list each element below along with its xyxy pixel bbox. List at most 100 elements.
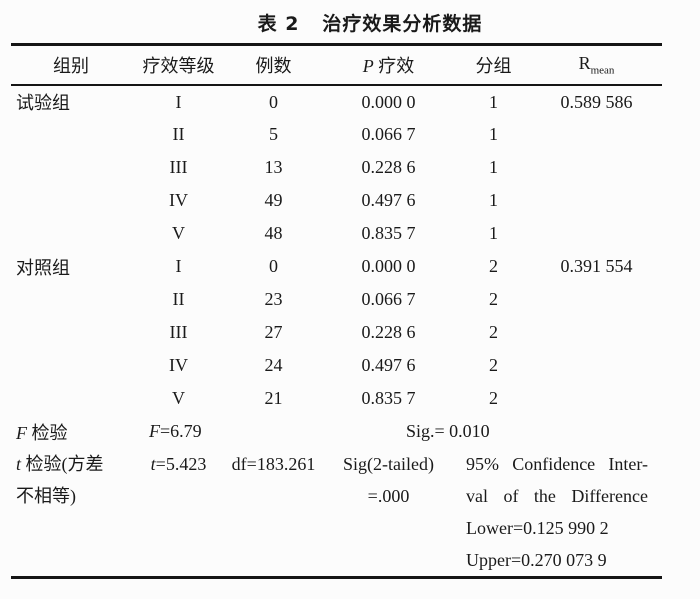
cell-rmean: 0.391 554 (560, 256, 633, 276)
cell-grade: V (172, 388, 185, 408)
cell-grade: IV (169, 355, 188, 375)
cell-p: 0.000 0 (361, 256, 416, 276)
stats-table-container: 组别 疗效等级 例数 P 疗效 分组 Rmean 试验组 I 0 0.000 0… (11, 43, 662, 579)
t-test-sig: Sig(2-tailed) =.000 (321, 448, 456, 576)
ci-lower-bound: Lower=0.125 990 2 (466, 518, 609, 538)
cell-grade: I (175, 91, 182, 112)
cell-group (11, 217, 131, 250)
cell-cases: 23 (264, 289, 283, 309)
cell-p: 0.835 7 (361, 388, 416, 408)
cell-grade: II (172, 124, 185, 144)
header-grouping: 分组 (456, 46, 531, 86)
table-row: III 13 0.228 6 1 (11, 151, 662, 184)
table-row: 试验组 I 0 0.000 0 1 0.589 586 (11, 85, 662, 118)
header-row: 组别 疗效等级 例数 P 疗效 分组 Rmean (11, 46, 662, 86)
table-row: V 21 0.835 7 2 (11, 382, 662, 415)
cell-grouping: 2 (489, 256, 498, 276)
cell-grouping: 1 (489, 91, 498, 112)
cell-p: 0.835 7 (361, 223, 416, 243)
cell-rmean (531, 316, 662, 349)
table-row: III 27 0.228 6 2 (11, 316, 662, 349)
f-stat-symbol: F (149, 421, 160, 441)
cell-p: 0.497 6 (361, 190, 416, 210)
t-test-label: t 检验(方差 不相等) (11, 448, 131, 576)
ci-text-line2: val of the Difference (466, 486, 648, 506)
f-label-text: 检验 (27, 422, 68, 443)
cell-p: 0.066 7 (361, 124, 416, 144)
header-r-base: R (578, 53, 591, 74)
cell-group (11, 283, 131, 316)
cell-grade: IV (169, 190, 188, 210)
t-label-text: 检验(方差 (21, 454, 104, 474)
cell-rmean (531, 151, 662, 184)
cell-p: 0.228 6 (361, 322, 416, 342)
table-row: 对照组 I 0 0.000 0 2 0.391 554 (11, 250, 662, 283)
t-symbol: t (16, 454, 22, 474)
table-row: IV 24 0.497 6 2 (11, 349, 662, 382)
cell-grade: II (172, 289, 185, 309)
cell-group (11, 382, 131, 415)
cell-group (11, 151, 131, 184)
f-symbol: F (16, 422, 27, 443)
cell-group: 试验组 (16, 93, 70, 113)
cell-group: 对照组 (16, 257, 70, 278)
cell-p: 0.066 7 (361, 289, 416, 309)
cell-cases: 0 (269, 256, 278, 276)
cell-grouping: 2 (489, 289, 498, 309)
cell-grouping: 1 (489, 190, 498, 210)
t-test-row: t 检验(方差 不相等) t=5.423 df=183.261 Sig(2-ta… (11, 448, 662, 576)
cell-grade: I (175, 256, 182, 276)
ci-text-line1: 95% Confidence Inter- (466, 454, 648, 474)
t-test-df: df=183.261 (231, 454, 316, 474)
t-sig-line1: Sig(2-tailed) (343, 454, 434, 474)
cell-rmean: 0.589 586 (560, 91, 633, 112)
f-test-statistic: F=6.79 (131, 415, 321, 448)
t-stat-value: =5.423 (155, 454, 207, 474)
table-row: II 5 0.066 7 1 (11, 118, 662, 151)
cell-cases: 48 (264, 223, 283, 243)
cell-group (11, 118, 131, 151)
cell-cases: 21 (264, 388, 283, 408)
header-r-subscript: mean (590, 64, 615, 77)
cell-grouping: 1 (489, 223, 498, 243)
confidence-interval: 95% Confidence Inter- val of the Differe… (456, 448, 662, 576)
cell-grade: III (169, 157, 188, 177)
header-p-label: 疗效 (373, 56, 415, 76)
table-row: IV 49 0.497 6 1 (11, 184, 662, 217)
header-p: P 疗效 (321, 46, 456, 86)
table-row: II 23 0.066 7 2 (11, 283, 662, 316)
cell-p: 0.228 6 (361, 157, 416, 177)
cell-group (11, 316, 131, 349)
cell-cases: 49 (264, 190, 283, 210)
table-title: 表 2 治疗效果分析数据 (257, 13, 483, 35)
cell-rmean (531, 283, 662, 316)
header-cases: 例数 (226, 46, 321, 86)
cell-rmean (531, 118, 662, 151)
cell-cases: 0 (269, 91, 278, 112)
cell-rmean (531, 382, 662, 415)
t-sig-line2: =.000 (367, 486, 410, 506)
header-group: 组别 (11, 46, 131, 86)
cell-grouping: 1 (489, 157, 498, 177)
cell-p: 0.497 6 (361, 355, 416, 375)
cell-grouping: 2 (489, 322, 498, 342)
f-test-label: F 检验 (11, 415, 131, 448)
cell-p: 0.000 0 (361, 91, 416, 112)
cell-rmean (531, 217, 662, 250)
cell-rmean (531, 349, 662, 382)
cell-cases: 24 (264, 355, 283, 375)
header-rmean: Rmean (531, 46, 662, 86)
cell-grade: III (169, 322, 188, 342)
f-test-row: F 检验 F=6.79 Sig.= 0.010 (11, 415, 662, 448)
stats-table: 组别 疗效等级 例数 P 疗效 分组 Rmean 试验组 I 0 0.000 0… (11, 46, 662, 576)
t-test-statistic: t=5.423 (131, 448, 226, 576)
header-p-symbol: P (362, 56, 374, 76)
cell-grouping: 2 (489, 355, 498, 375)
t-label-line1: t 检验(方差 (16, 448, 131, 480)
t-label-line2: 不相等) (16, 486, 76, 506)
cell-group (11, 349, 131, 382)
cell-cases: 27 (264, 322, 283, 342)
cell-cases: 5 (269, 124, 278, 144)
cell-cases: 13 (264, 157, 283, 177)
